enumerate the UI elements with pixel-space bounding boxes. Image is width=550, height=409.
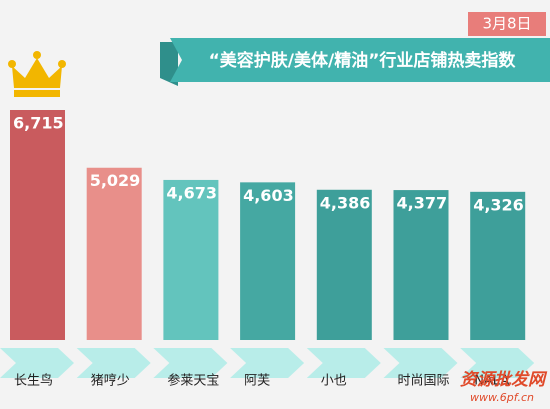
chevron [0, 348, 74, 378]
bar [316, 189, 372, 340]
date-tag [468, 12, 546, 36]
value-label: 4,326 [473, 195, 524, 214]
bar [86, 167, 142, 340]
chevron [153, 348, 228, 378]
bar [10, 110, 65, 340]
value-label: 4,386 [320, 193, 371, 212]
crown-icon [8, 51, 66, 97]
bar [163, 179, 219, 340]
category-label: 参莱天宝 [167, 373, 219, 389]
category-label: 长生鸟 [14, 373, 53, 389]
chevron [230, 348, 305, 378]
category-label: 时尚国际 [398, 374, 450, 389]
category-label: 小也 [321, 374, 347, 389]
chevron [460, 348, 535, 378]
chart-title: “美容护肤/美体/精油”行业店铺热卖指数 [209, 50, 517, 71]
watermark-url: www.6pf.cn [470, 391, 534, 404]
watermark-name: 资源批发网 [460, 370, 548, 390]
chevron [383, 348, 458, 378]
bar [240, 182, 296, 340]
ribbon [170, 38, 550, 82]
bar [470, 191, 526, 340]
bar [393, 190, 449, 340]
category-label: 阿芙 [244, 374, 270, 389]
value-label: 4,377 [397, 194, 448, 213]
ribbon-fold [160, 42, 178, 86]
value-label: 4,673 [166, 183, 217, 202]
chevron [306, 348, 381, 378]
value-label: 5,029 [90, 171, 141, 190]
category-label: NALA [474, 374, 509, 389]
value-label: 6,715 [13, 114, 64, 133]
category-label: 猪哼少 [91, 373, 130, 389]
date-tag-text: 3月8日 [482, 15, 531, 33]
value-label: 4,603 [243, 186, 294, 205]
chevron [76, 348, 151, 378]
